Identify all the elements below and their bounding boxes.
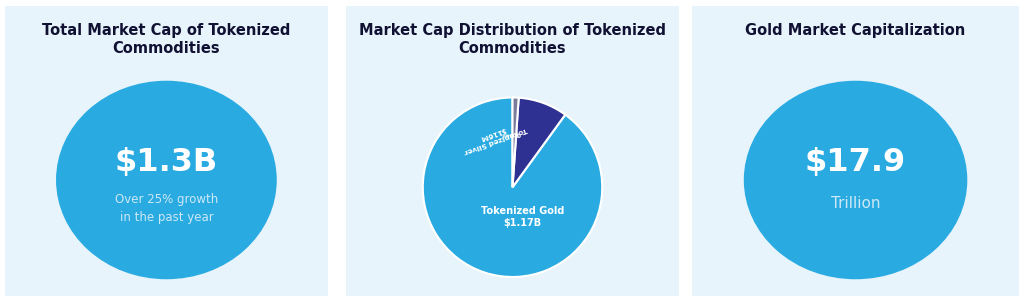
Circle shape	[744, 82, 967, 278]
Text: Market Cap Distribution of Tokenized
Commodities: Market Cap Distribution of Tokenized Com…	[359, 24, 666, 56]
Text: Gold Market Capitalization: Gold Market Capitalization	[745, 24, 966, 38]
FancyBboxPatch shape	[689, 3, 1022, 299]
FancyBboxPatch shape	[2, 3, 331, 299]
Text: Tokenized Silver
$116M: Tokenized Silver $116M	[461, 119, 527, 154]
Wedge shape	[513, 98, 565, 187]
Text: $1.3B: $1.3B	[115, 147, 218, 178]
FancyBboxPatch shape	[343, 3, 682, 299]
Wedge shape	[513, 98, 519, 187]
Text: $17.9: $17.9	[805, 147, 906, 178]
Wedge shape	[423, 98, 602, 277]
Text: Trillion: Trillion	[830, 196, 881, 211]
Text: Other: Other	[501, 130, 521, 136]
Text: Tokenized Gold
$1.17B: Tokenized Gold $1.17B	[480, 206, 564, 228]
Text: Over 25% growth
in the past year: Over 25% growth in the past year	[115, 194, 218, 224]
Text: Total Market Cap of Tokenized
Commodities: Total Market Cap of Tokenized Commoditie…	[42, 24, 291, 56]
Circle shape	[56, 82, 276, 278]
